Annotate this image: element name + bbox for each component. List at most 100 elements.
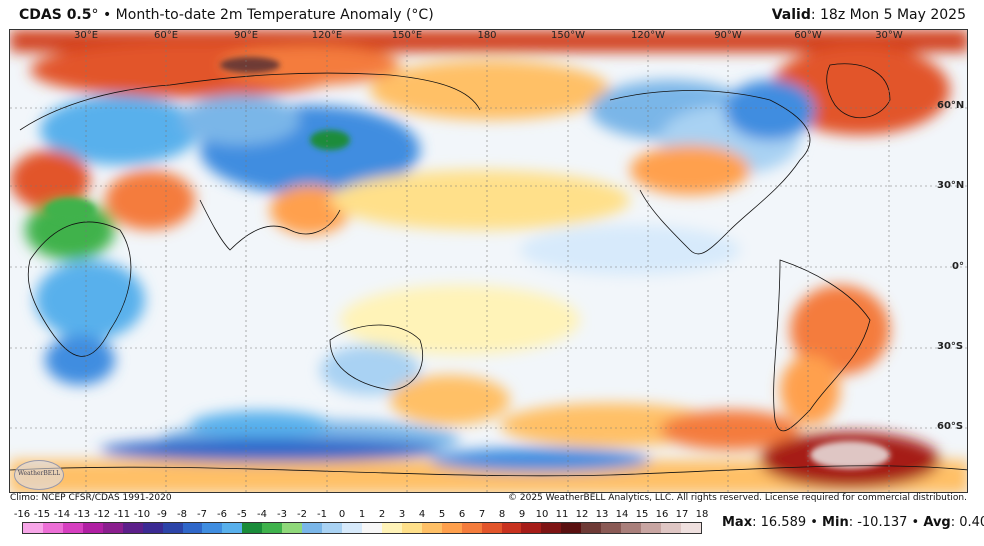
colorbar-swatch: [501, 523, 522, 533]
min-value: : -10.137: [848, 515, 908, 530]
colorbar-tick-label: -13: [73, 509, 91, 520]
stats-sep: •: [806, 515, 823, 530]
avg-label: Avg: [923, 515, 951, 530]
colorbar-swatch: [680, 523, 701, 533]
lon-label: 60°E: [153, 30, 179, 41]
colorbar-swatch: [541, 523, 562, 533]
map-title: CDAS 0.5° • Month-to-date 2m Temperature…: [19, 7, 434, 23]
colorbar-tick-label: 15: [635, 509, 649, 520]
colorbar-swatch: [202, 523, 223, 533]
colorbar-tick-label: -5: [237, 509, 247, 520]
product-name: CDAS 0.5: [19, 7, 92, 23]
colorbar-tick-label: -16: [13, 509, 31, 520]
colorbar-swatch: [242, 523, 263, 533]
colorbar-swatch: [122, 523, 143, 533]
colorbar-tick-label: -9: [157, 509, 167, 520]
colorbar-tick-label: 9: [518, 509, 526, 520]
valid-time: Valid: 18z Mon 5 May 2025: [772, 7, 966, 23]
colorbar-swatch: [23, 523, 43, 533]
colorbar-tick-label: 2: [378, 509, 386, 520]
colorbar-swatch: [561, 523, 582, 533]
colorbar-tick-label: -4: [257, 509, 267, 520]
lon-label: 90°E: [233, 30, 259, 41]
colorbar-swatch: [342, 523, 362, 533]
lat-label: 30°S: [937, 341, 964, 352]
anomaly-field: [10, 30, 967, 492]
product-degree: °: [91, 7, 99, 23]
colorbar-swatch: [481, 523, 502, 533]
max-value: : 16.589: [752, 515, 807, 530]
colorbar-swatch: [361, 523, 382, 533]
climo-note: Climo: NCEP CFSR/CDAS 1991-2020: [10, 493, 172, 503]
colorbar-swatch: [262, 523, 283, 533]
logo-text: WeatherBELL: [17, 470, 61, 477]
lon-label: 120°E: [311, 30, 343, 41]
colorbar-swatch: [62, 523, 83, 533]
colorbar-swatch: [162, 523, 183, 533]
colorbar-tick-label: 18: [695, 509, 709, 520]
colorbar-tick-label: 5: [438, 509, 446, 520]
colorbar-tick-label: 17: [675, 509, 689, 520]
lon-label: 180: [477, 30, 497, 41]
lon-label: 90°W: [714, 30, 742, 41]
colorbar-tick-label: -12: [93, 509, 111, 520]
colorbar-tick-label: -14: [53, 509, 71, 520]
colorbar-swatch: [42, 523, 63, 533]
colorbar-swatch: [461, 523, 482, 533]
lon-label: 30°E: [73, 30, 99, 41]
field-stats: Max: 16.589 • Min: -10.137 • Avg: 0.406: [722, 515, 984, 530]
colorbar-tick-label: 14: [615, 509, 629, 520]
colorbar-tick-label: 3: [398, 509, 406, 520]
avg-value: : 0.406: [950, 515, 984, 530]
colorbar-tick-label: 16: [655, 509, 669, 520]
colorbar-tick-label: 12: [575, 509, 589, 520]
lon-label: 30°W: [875, 30, 903, 41]
colorbar-swatch: [621, 523, 642, 533]
colorbar-tick-label: -11: [113, 509, 131, 520]
colorbar-tick-label: 6: [458, 509, 466, 520]
min-label: Min: [822, 515, 849, 530]
colorbar-tick-label: 1: [358, 509, 366, 520]
lon-label: 60°W: [794, 30, 822, 41]
colorbar-tick-label: -6: [217, 509, 227, 520]
colorbar-swatch: [222, 523, 243, 533]
lat-label: 0°: [952, 261, 964, 272]
lon-label: 150°W: [551, 30, 585, 41]
valid-label: Valid: [771, 7, 811, 23]
copyright-note: © 2025 WeatherBELL Analytics, LLC. All r…: [508, 493, 967, 503]
colorbar-swatch: [641, 523, 661, 533]
lat-label: 60°N: [937, 100, 965, 111]
colorbar-swatch: [182, 523, 203, 533]
lat-label: 30°N: [937, 180, 965, 191]
colorbar-swatch: [102, 523, 123, 533]
colorbar: [22, 522, 702, 534]
colorbar-tick-label: -3: [277, 509, 287, 520]
anomaly-map: [9, 29, 968, 493]
colorbar-swatch: [381, 523, 402, 533]
colorbar-swatch: [421, 523, 442, 533]
colorbar-labels: -16 -15 -14 -13 -12 -11 -10 -9 -8 -7 -6 -5 -4 -3 -2 -1 0…: [14, 509, 709, 521]
colorbar-swatch: [302, 523, 323, 533]
header: CDAS 0.5° • Month-to-date 2m Temperature…: [0, 0, 984, 30]
colorbar-tick-label: 4: [418, 509, 426, 520]
lon-label: 120°W: [631, 30, 665, 41]
colorbar-swatch: [581, 523, 602, 533]
colorbar-tick-label: 8: [498, 509, 506, 520]
valid-value: : 18z Mon 5 May 2025: [810, 7, 966, 23]
max-label: Max: [722, 515, 753, 530]
lon-label: 150°E: [391, 30, 423, 41]
colorbar-tick-label: 0: [338, 509, 346, 520]
weatherbell-logo: WeatherBELL: [14, 460, 64, 490]
colorbar-tick-label: -15: [33, 509, 51, 520]
colorbar-swatch: [82, 523, 103, 533]
colorbar-swatch: [601, 523, 622, 533]
stats-sep: •: [907, 515, 924, 530]
colorbar-tick-label: -1: [317, 509, 327, 520]
colorbar-tick-label: 13: [595, 509, 609, 520]
colorbar-tick-label: -10: [133, 509, 151, 520]
title-bullet: •: [102, 7, 112, 23]
colorbar-swatch: [661, 523, 681, 533]
colorbar-tick-label: -8: [177, 509, 187, 520]
colorbar-tick-label: -2: [297, 509, 307, 520]
colorbar-tick-label: 10: [535, 509, 549, 520]
